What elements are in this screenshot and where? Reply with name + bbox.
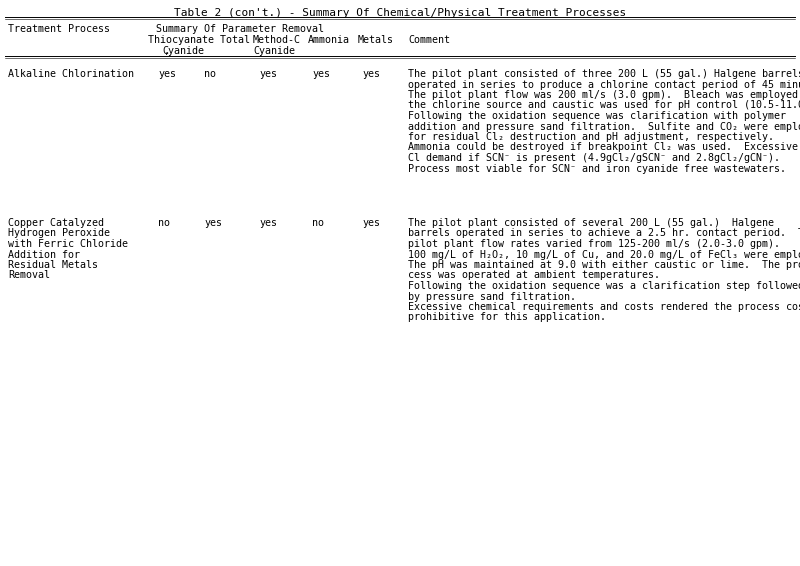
Text: operated in series to produce a chlorine contact period of 45 minutes: operated in series to produce a chlorine… <box>408 79 800 89</box>
Text: Table 2 (con't.) - Summary Of Chemical/Physical Treatment Processes: Table 2 (con't.) - Summary Of Chemical/P… <box>174 8 626 18</box>
Text: Cyanide: Cyanide <box>162 46 204 56</box>
Text: barrels operated in series to achieve a 2.5 hr. contact period.  The: barrels operated in series to achieve a … <box>408 229 800 238</box>
Text: yes: yes <box>204 218 222 228</box>
Text: Thiocyanate Total: Thiocyanate Total <box>148 35 250 45</box>
Text: yes: yes <box>158 69 176 79</box>
Text: prohibitive for this application.: prohibitive for this application. <box>408 312 606 323</box>
Text: pilot plant flow rates varied from 125-200 ml/s (2.0-3.0 gpm).: pilot plant flow rates varied from 125-2… <box>408 239 780 249</box>
Text: the chlorine source and caustic was used for pH control (10.5-11.0).: the chlorine source and caustic was used… <box>408 101 800 110</box>
Text: 100 mg/L of H₂O₂, 10 mg/L of Cu, and 20.0 mg/L of FeCl₃ were employed: 100 mg/L of H₂O₂, 10 mg/L of Cu, and 20.… <box>408 250 800 259</box>
Text: Summary Of Parameter Removal: Summary Of Parameter Removal <box>156 24 324 34</box>
Text: The pilot plant consisted of several 200 L (55 gal.)  Halgene: The pilot plant consisted of several 200… <box>408 218 774 228</box>
Text: yes: yes <box>259 69 277 79</box>
Text: Removal: Removal <box>8 271 50 281</box>
Text: Following the oxidation sequence was a clarification step followed: Following the oxidation sequence was a c… <box>408 281 800 291</box>
Text: yes: yes <box>259 218 277 228</box>
Text: The pilot plant consisted of three 200 L (55 gal.) Halgene barrels: The pilot plant consisted of three 200 L… <box>408 69 800 79</box>
Text: Addition for: Addition for <box>8 250 80 259</box>
Text: Ammonia: Ammonia <box>308 35 350 45</box>
Text: Cyanide: Cyanide <box>253 46 295 56</box>
Text: by pressure sand filtration.: by pressure sand filtration. <box>408 291 576 302</box>
Text: addition and pressure sand filtration.  Sulfite and CO₂ were employed: addition and pressure sand filtration. S… <box>408 122 800 131</box>
Text: Comment: Comment <box>408 35 450 45</box>
Text: yes: yes <box>362 69 380 79</box>
Text: Method-C: Method-C <box>253 35 301 45</box>
Text: Treatment Process: Treatment Process <box>8 24 110 34</box>
Text: Process most viable for SCN⁻ and iron cyanide free wastewaters.: Process most viable for SCN⁻ and iron cy… <box>408 164 786 174</box>
Text: Cl demand if SCN⁻ is present (4.9gCl₂/gSCN⁻ and 2.8gCl₂/gCN⁻).: Cl demand if SCN⁻ is present (4.9gCl₂/gS… <box>408 153 780 163</box>
Text: The pilot plant flow was 200 ml/s (3.0 gpm).  Bleach was employed as: The pilot plant flow was 200 ml/s (3.0 g… <box>408 90 800 100</box>
Text: no: no <box>158 218 170 228</box>
Text: Copper Catalyzed: Copper Catalyzed <box>8 218 104 228</box>
Text: yes: yes <box>362 218 380 228</box>
Text: no: no <box>204 69 216 79</box>
Text: yes: yes <box>312 69 330 79</box>
Text: The pH was maintained at 9.0 with either caustic or lime.  The pro-: The pH was maintained at 9.0 with either… <box>408 260 800 270</box>
Text: Alkaline Chlorination: Alkaline Chlorination <box>8 69 134 79</box>
Text: Hydrogen Peroxide: Hydrogen Peroxide <box>8 229 110 238</box>
Text: cess was operated at ambient temperatures.: cess was operated at ambient temperature… <box>408 271 660 281</box>
Text: Ammonia could be destroyed if breakpoint Cl₂ was used.  Excessive: Ammonia could be destroyed if breakpoint… <box>408 143 798 152</box>
Text: Following the oxidation sequence was clarification with polymer: Following the oxidation sequence was cla… <box>408 111 786 121</box>
Text: no: no <box>312 218 324 228</box>
Text: Metals: Metals <box>358 35 394 45</box>
Text: for residual Cl₂ destruction and pH adjustment, respectively.: for residual Cl₂ destruction and pH adju… <box>408 132 774 142</box>
Text: Excessive chemical requirements and costs rendered the process cost: Excessive chemical requirements and cost… <box>408 302 800 312</box>
Text: with Ferric Chloride: with Ferric Chloride <box>8 239 128 249</box>
Text: ,: , <box>152 46 170 56</box>
Text: Residual Metals: Residual Metals <box>8 260 98 270</box>
